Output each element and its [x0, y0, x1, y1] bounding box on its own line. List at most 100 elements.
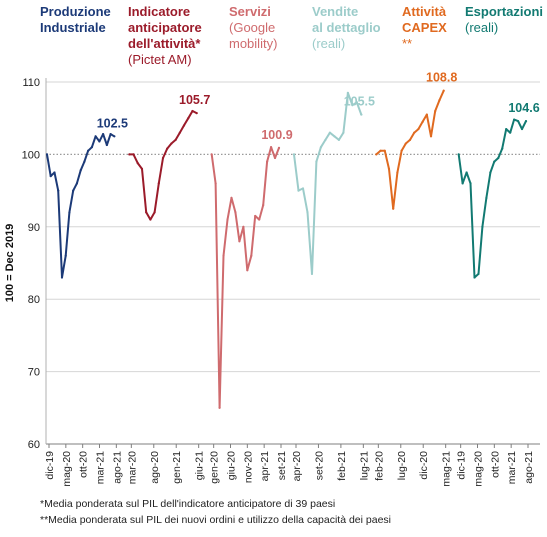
series-subtitle-line: (Pictet AM) [128, 52, 192, 67]
data-point [75, 182, 79, 185]
data-point [149, 218, 152, 221]
x-tick-label: mar-21 [95, 451, 107, 484]
data-point [400, 149, 403, 152]
data-point [493, 160, 496, 163]
data-point [513, 118, 516, 121]
data-point [218, 406, 221, 409]
y-tick-label-60: 60 [28, 439, 40, 451]
x-tick-label: ago-21 [111, 451, 123, 484]
x-tick-label: gen-20 [209, 451, 221, 484]
x-tick-label: set-20 [313, 451, 325, 480]
end-value-label-3: 100.9 [261, 128, 292, 142]
data-point [277, 146, 281, 149]
data-point [238, 240, 241, 243]
data-point [230, 196, 233, 199]
data-point [524, 119, 528, 123]
series-name-line: dell'attività* [128, 36, 201, 51]
data-point [109, 133, 112, 136]
data-point [254, 214, 257, 218]
x-tick-label: dic-20 [418, 451, 430, 480]
y-tick-label-110: 110 [22, 77, 40, 89]
y-axis-title: 100 = Dec 2019 [4, 224, 16, 303]
data-point [355, 101, 358, 104]
data-point [315, 160, 318, 163]
data-point [342, 131, 345, 134]
data-point [489, 171, 492, 174]
data-point [328, 131, 332, 134]
end-value-label-6: 104.6 [508, 101, 539, 115]
end-value-label-1: 102.5 [97, 116, 128, 130]
x-tick-label: set-21 [276, 451, 288, 480]
data-point [469, 182, 472, 185]
series-subtitle-line: (reali) [465, 20, 499, 35]
series-name-line: anticipatore [128, 20, 202, 35]
x-tick-label: ott-20 [78, 451, 90, 478]
data-point [421, 120, 424, 123]
data-point [442, 89, 445, 92]
data-point [210, 153, 213, 156]
x-tick-label: mar-21 [506, 451, 518, 484]
data-point [273, 156, 277, 160]
y-tick-label-90: 90 [28, 222, 40, 234]
data-point [182, 124, 186, 127]
series-name-line: Indicatore [128, 4, 191, 19]
data-point [64, 254, 67, 257]
data-point [392, 207, 395, 210]
data-point [113, 135, 116, 138]
data-point [379, 149, 382, 152]
data-point [310, 272, 314, 275]
y-tick-label-80: 80 [28, 294, 40, 306]
x-tick-label: nov-20 [242, 451, 254, 483]
data-point [132, 153, 135, 156]
data-point [404, 142, 407, 145]
x-tick-label: ott-20 [489, 451, 501, 478]
series-subtitle-line: ** [402, 36, 413, 51]
data-point [301, 187, 305, 190]
series-name-line: Servizi [229, 4, 271, 19]
data-point [250, 254, 253, 257]
data-point [501, 147, 504, 150]
footnote-capex: **Media ponderata sul PIL dei nuovi ordi… [40, 514, 391, 526]
x-tick-label: apr-21 [259, 451, 271, 482]
series-name-line: Esportazioni [465, 4, 544, 19]
data-point [49, 175, 52, 178]
data-point [83, 160, 86, 163]
data-point [234, 211, 237, 214]
series-line-6 [457, 118, 527, 279]
data-point [53, 171, 56, 174]
data-point [60, 276, 64, 279]
series-name-line: Industriale [40, 20, 106, 35]
data-point [262, 203, 265, 207]
footnote-leading-indicator: *Media ponderata sul PIL dell'indicatore… [40, 498, 336, 510]
x-tick-label: giu-20 [226, 451, 238, 480]
data-point [337, 138, 340, 142]
series-name-line: Produzione [40, 4, 111, 19]
data-point [360, 113, 363, 116]
end-value-label-5: 108.8 [426, 71, 457, 85]
data-point [246, 269, 249, 272]
data-point [461, 182, 464, 185]
data-point [425, 113, 428, 116]
data-point [90, 146, 93, 149]
data-point [333, 135, 336, 138]
data-point [174, 138, 177, 142]
data-point [408, 138, 412, 142]
data-point [226, 218, 229, 221]
x-tick-label: dic-19 [44, 451, 56, 480]
data-point [324, 138, 327, 142]
y-tick-label-70: 70 [28, 367, 40, 379]
end-value-label-4: 105.5 [344, 95, 375, 109]
series-line-4 [293, 91, 363, 275]
x-tick-label: ago-21 [523, 451, 535, 484]
series-subtitle-line: (reali) [312, 36, 346, 51]
x-tick-label: mag-20 [61, 451, 73, 487]
series-subtitle-line: mobility) [229, 36, 278, 51]
data-point [157, 182, 160, 185]
data-point [242, 225, 245, 228]
data-point [222, 254, 225, 257]
series-line-5 [375, 89, 445, 210]
data-point [387, 167, 391, 170]
data-point [434, 109, 437, 113]
x-tick-label: mag-20 [473, 451, 485, 487]
